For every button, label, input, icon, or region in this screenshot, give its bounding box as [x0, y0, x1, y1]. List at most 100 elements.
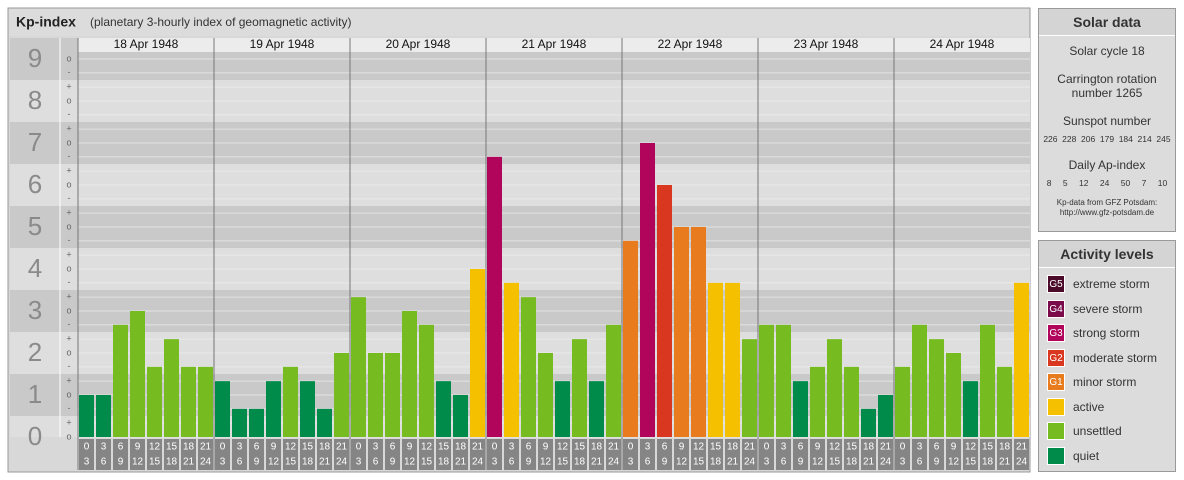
bar	[419, 324, 434, 437]
y-minor-label: o	[66, 221, 71, 231]
hour-box	[504, 439, 519, 470]
hour-from: 3	[509, 442, 515, 453]
y-tick-label: 6	[28, 169, 42, 199]
hour-to: 21	[591, 457, 603, 468]
bar	[436, 381, 451, 437]
level-row: G4 severe storm	[1039, 297, 1175, 322]
bar	[674, 227, 689, 437]
hour-box	[181, 439, 196, 470]
hour-box	[674, 439, 689, 470]
bar	[402, 311, 417, 437]
hour-box	[130, 439, 145, 470]
y-minor-label: +	[66, 334, 71, 344]
ap-value: 10	[1157, 178, 1168, 188]
y-minor-label: o	[66, 431, 71, 441]
hour-from: 15	[166, 442, 178, 453]
bar	[453, 395, 468, 437]
hour-to: 12	[404, 457, 416, 468]
hour-from: 9	[679, 442, 685, 453]
ap-title: Daily Ap-index	[1068, 158, 1146, 172]
bar	[878, 395, 893, 437]
y-minor-label: -	[68, 319, 71, 329]
hour-box	[487, 439, 502, 470]
bar	[555, 381, 570, 437]
hour-box	[708, 439, 723, 470]
hour-from: 21	[472, 442, 484, 453]
bar	[266, 381, 281, 437]
bar	[79, 395, 94, 437]
level-swatch	[1047, 446, 1065, 465]
hour-box	[929, 439, 944, 470]
hour-box	[113, 439, 128, 470]
bar	[827, 339, 842, 437]
hour-box	[368, 439, 383, 470]
hour-to: 15	[557, 457, 569, 468]
y-minor-label: o	[66, 95, 71, 105]
hour-to: 15	[149, 457, 161, 468]
bar	[334, 353, 349, 437]
hour-box	[844, 439, 859, 470]
bar	[300, 381, 315, 437]
y-minor-label: +	[66, 418, 71, 428]
bar	[317, 408, 332, 437]
hour-box	[470, 439, 485, 470]
bar	[470, 269, 485, 437]
hour-box	[232, 439, 247, 470]
hour-from: 6	[390, 442, 396, 453]
y-minor-label: +	[66, 376, 71, 386]
hour-box	[147, 439, 162, 470]
bar	[861, 408, 876, 437]
y-minor-label: -	[68, 277, 71, 287]
hour-from: 21	[1016, 442, 1028, 453]
bar	[283, 366, 298, 437]
bar	[810, 366, 825, 437]
hour-to: 15	[829, 457, 841, 468]
hour-box	[419, 439, 434, 470]
level-name: strong storm	[1073, 326, 1140, 341]
y-tick-label: 9	[28, 43, 42, 73]
bar	[997, 366, 1012, 437]
hour-from: 12	[149, 442, 161, 453]
hour-box	[623, 439, 638, 470]
hour-box	[725, 439, 740, 470]
hour-from: 15	[574, 442, 586, 453]
hour-to: 3	[356, 457, 362, 468]
sunspot-value: 245	[1156, 134, 1171, 144]
hour-from: 18	[455, 442, 467, 453]
hour-from: 15	[846, 442, 858, 453]
y-tick-label: 1	[28, 379, 42, 409]
hour-box	[521, 439, 536, 470]
hour-box	[742, 439, 757, 470]
hour-from: 9	[951, 442, 957, 453]
hour-box	[640, 439, 655, 470]
hour-to: 9	[662, 457, 668, 468]
hour-to: 9	[390, 457, 396, 468]
bar	[759, 324, 774, 437]
hour-from: 9	[135, 442, 141, 453]
bar	[164, 339, 179, 437]
bar	[912, 324, 927, 437]
bar	[929, 339, 944, 437]
bar	[130, 311, 145, 437]
hour-box	[164, 439, 179, 470]
hour-from: 21	[880, 442, 892, 453]
y-tick-label: 3	[28, 295, 42, 325]
hour-to: 9	[526, 457, 532, 468]
y-minor-label: o	[66, 53, 71, 63]
level-name: quiet	[1073, 448, 1100, 463]
hour-box	[980, 439, 995, 470]
hour-box	[963, 439, 978, 470]
hour-to: 18	[166, 457, 178, 468]
hour-from: 18	[319, 442, 331, 453]
level-list: G5 extreme storm G4 severe storm G3 strong st…	[1039, 268, 1175, 468]
ap-value: 7	[1141, 178, 1147, 188]
hour-from: 15	[982, 442, 994, 453]
hour-to: 15	[285, 457, 297, 468]
ap-row: 8 5 12 24 50 7 10	[1039, 178, 1175, 188]
bar	[793, 381, 808, 437]
hour-from: 3	[645, 442, 651, 453]
hour-to: 24	[472, 457, 484, 468]
hour-from: 12	[829, 442, 841, 453]
sunspot-row: 226 228 206 179 184 214 245	[1039, 134, 1175, 144]
y-tick-label: 0	[28, 421, 42, 451]
